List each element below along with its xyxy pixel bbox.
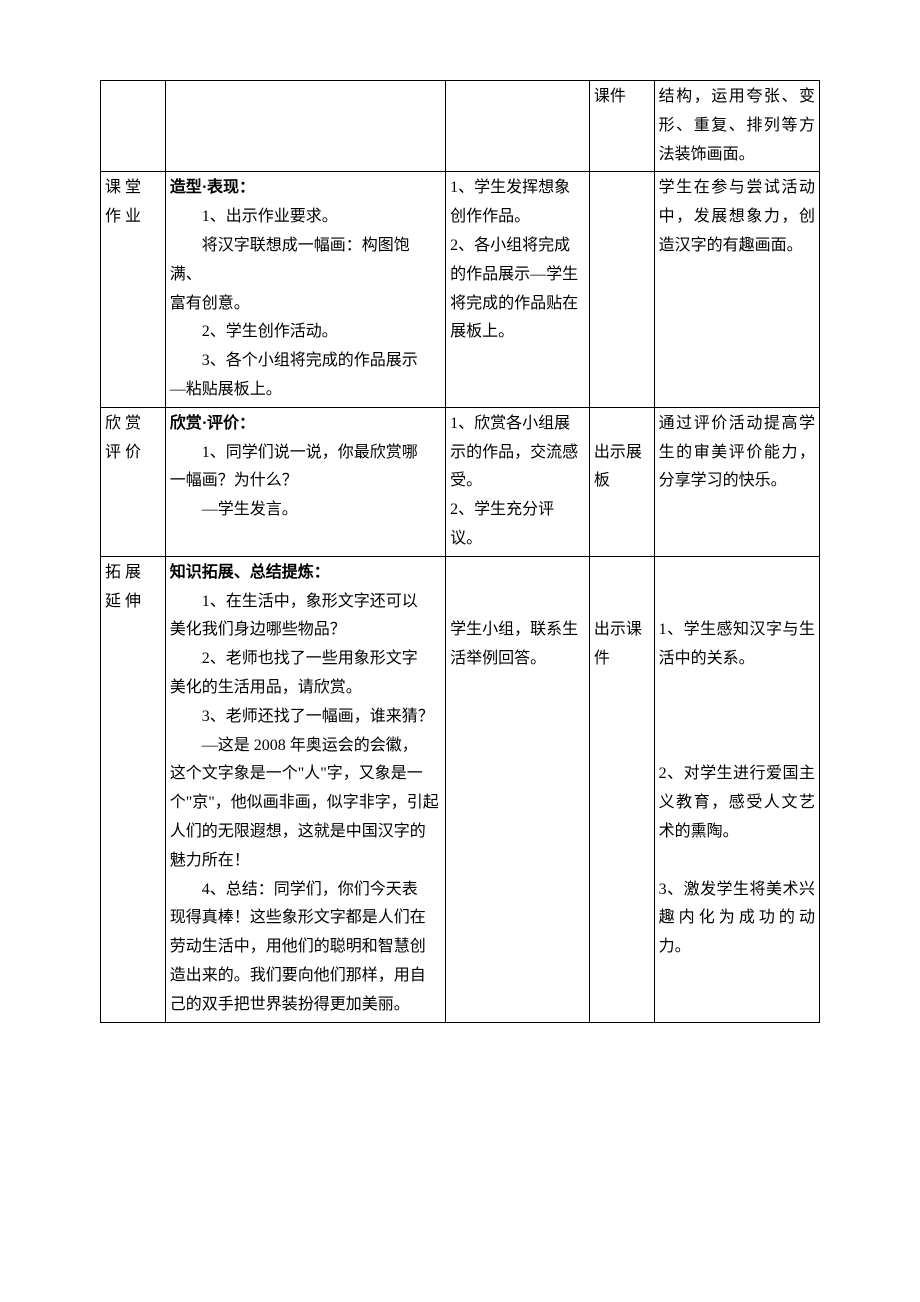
student-cell <box>446 81 590 172</box>
teacher-line: 1、同学们说一说，你最欣赏哪 <box>170 439 441 468</box>
intent-cell: 通过评价活动提高学生的审美评价能力，分享学习的快乐。 <box>654 407 819 556</box>
table-row: 拓展延伸 知识拓展、总结提炼： 1、在生活中，象形文字还可以 美化我们身边哪些物… <box>101 556 820 1022</box>
intent-text: 2、对学生进行爱国主义教育，感受人文艺术的熏陶。 <box>659 765 815 840</box>
table-row: 课件 结构，运用夸张、变形、重复、排列等方法装饰画面。 <box>101 81 820 172</box>
media-cell: 出示展板 <box>589 407 654 556</box>
intent-cell: 学生在参与尝试活动中，发展想象力，创造汉字的有趣画面。 <box>654 172 819 407</box>
intent-text: 1、学生感知汉字与生活中的关系。 <box>659 621 815 667</box>
teacher-line: 美化的生活用品，请欣赏。 <box>170 679 362 696</box>
section-label: 欣赏评价 <box>105 415 145 461</box>
teacher-header: 知识拓展、总结提炼： <box>170 564 330 581</box>
teacher-line: 2、学生创作活动。 <box>170 318 441 347</box>
table-row: 课堂作业 造型·表现： 1、出示作业要求。 将汉字联想成一幅画：构图饱满、 富有… <box>101 172 820 407</box>
document-page: 课件 结构，运用夸张、变形、重复、排列等方法装饰画面。 课堂作业 造型·表现： … <box>0 0 920 1223</box>
student-line: 1、学生发挥想象创作作品。 <box>450 179 570 225</box>
media-cell: 出示课件 <box>589 556 654 1022</box>
section-cell <box>101 81 166 172</box>
intent-text: 通过评价活动提高学生的审美评价能力，分享学习的快乐。 <box>659 415 815 490</box>
student-cell: 学生小组，联系生活举例回答。 <box>446 556 590 1022</box>
teacher-line: 1、在生活中，象形文字还可以 <box>170 588 441 617</box>
student-line: 1、欣赏各小组展示的作品，交流感受。 <box>450 415 578 490</box>
section-cell: 拓展延伸 <box>101 556 166 1022</box>
intent-text: 3、激发学生将美术兴趣内化为成功的动力。 <box>659 881 815 956</box>
teacher-line: 美化我们身边哪些物品？ <box>170 621 346 638</box>
teacher-line: —粘贴展板上。 <box>170 381 282 398</box>
section-label: 课堂作业 <box>105 179 145 225</box>
student-cell: 1、学生发挥想象创作作品。 2、各小组将完成的作品展示—学生将完成的作品贴在展板… <box>446 172 590 407</box>
media-text: 课件 <box>594 88 626 105</box>
intent-text: 结构，运用夸张、变形、重复、排列等方法装饰画面。 <box>659 88 815 163</box>
teacher-line: 3、老师还找了一幅画，谁来猜？ <box>170 703 441 732</box>
teacher-line: 这个文字象是一个"人"字，又象是一个"京"，他似画非画，似字非字，引起人们的无限… <box>170 765 439 868</box>
teacher-cell: 知识拓展、总结提炼： 1、在生活中，象形文字还可以 美化我们身边哪些物品？ 2、… <box>165 556 445 1022</box>
teacher-line: 现得真棒！这些象形文字都是人们在劳动生活中，用他们的聪明和智慧创造出来的。我们要… <box>170 909 426 1012</box>
lesson-plan-table: 课件 结构，运用夸张、变形、重复、排列等方法装饰画面。 课堂作业 造型·表现： … <box>100 80 820 1023</box>
teacher-cell <box>165 81 445 172</box>
student-cell: 1、欣赏各小组展示的作品，交流感受。 2、学生充分评议。 <box>446 407 590 556</box>
teacher-line: 一幅画？为什么？ <box>170 472 298 489</box>
student-line: 2、各小组将完成的作品展示—学生将完成的作品贴在展板上。 <box>450 237 578 340</box>
table-row: 欣赏评价 欣赏·评价： 1、同学们说一说，你最欣赏哪 一幅画？为什么？ —学生发… <box>101 407 820 556</box>
media-cell <box>589 172 654 407</box>
media-text: 出示课件 <box>594 621 642 667</box>
teacher-line: 1、出示作业要求。 <box>170 203 441 232</box>
section-label: 拓展延伸 <box>105 564 145 610</box>
teacher-line: 富有创意。 <box>170 295 250 312</box>
teacher-line: —这是 2008 年奥运会的会徽， <box>170 732 441 761</box>
teacher-header: 造型·表现： <box>170 179 255 196</box>
teacher-header: 欣赏·评价： <box>170 415 255 432</box>
teacher-line: 将汉字联想成一幅画：构图饱满、 <box>170 232 441 290</box>
section-cell: 课堂作业 <box>101 172 166 407</box>
media-text: 出示展板 <box>594 444 642 490</box>
teacher-line: 4、总结：同学们，你们今天表 <box>170 876 441 905</box>
media-cell: 课件 <box>589 81 654 172</box>
intent-text: 学生在参与尝试活动中，发展想象力，创造汉字的有趣画面。 <box>659 179 815 254</box>
teacher-line: —学生发言。 <box>170 496 441 525</box>
intent-cell: 1、学生感知汉字与生活中的关系。 2、对学生进行爱国主义教育，感受人文艺术的熏陶… <box>654 556 819 1022</box>
student-line: 2、学生充分评议。 <box>450 501 554 547</box>
teacher-cell: 欣赏·评价： 1、同学们说一说，你最欣赏哪 一幅画？为什么？ —学生发言。 <box>165 407 445 556</box>
teacher-line: 3、各个小组将完成的作品展示 <box>170 347 441 376</box>
section-cell: 欣赏评价 <box>101 407 166 556</box>
teacher-line: 2、老师也找了一些用象形文字 <box>170 645 441 674</box>
student-line: 学生小组，联系生活举例回答。 <box>450 621 578 667</box>
intent-cell: 结构，运用夸张、变形、重复、排列等方法装饰画面。 <box>654 81 819 172</box>
teacher-cell: 造型·表现： 1、出示作业要求。 将汉字联想成一幅画：构图饱满、 富有创意。 2… <box>165 172 445 407</box>
